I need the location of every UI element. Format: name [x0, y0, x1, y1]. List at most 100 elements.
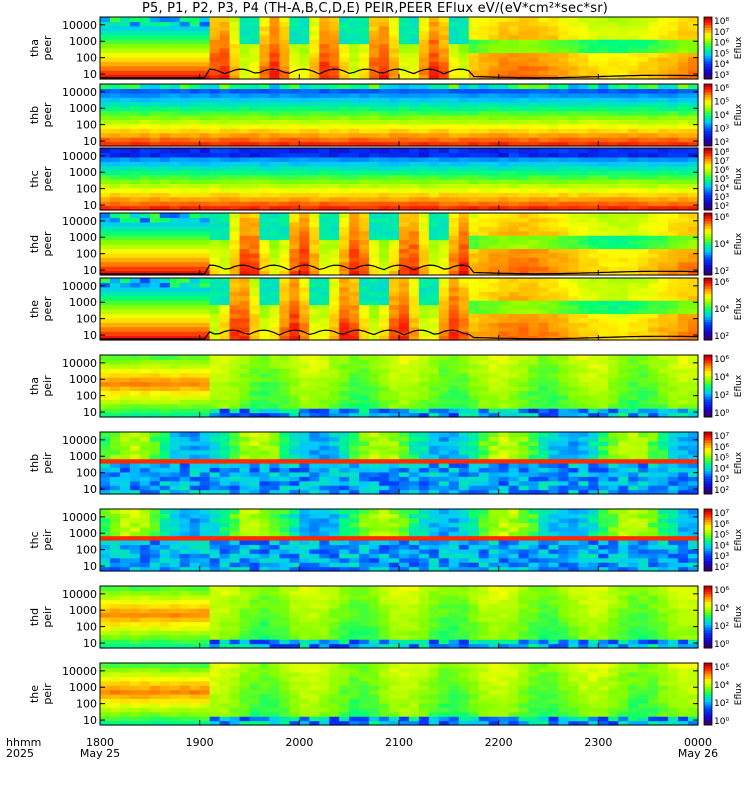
heatmap-cell: [359, 196, 370, 202]
heatmap-cell: [488, 205, 500, 211]
colorbar-segment: [704, 332, 712, 336]
heatmap-cell: [159, 119, 171, 125]
heatmap-cell: [558, 52, 570, 58]
heatmap-cell: [428, 266, 440, 272]
heatmap-cell: [189, 331, 201, 337]
heatmap-cell: [458, 156, 470, 162]
heatmap-cell: [648, 313, 659, 319]
heatmap-cell: [359, 17, 370, 23]
heatmap-cell: [498, 25, 510, 31]
heatmap-cell: [259, 226, 271, 232]
heatmap-cell: [219, 235, 231, 241]
heatmap-cell: [149, 381, 161, 387]
heatmap-cell: [189, 363, 201, 369]
heatmap-cell: [628, 165, 639, 171]
heatmap-cell: [359, 52, 370, 58]
heatmap-cell: [618, 170, 629, 176]
heatmap-cell: [538, 304, 550, 310]
heatmap-cell: [319, 61, 330, 67]
heatmap-cell: [369, 137, 380, 143]
heatmap-cell: [568, 326, 579, 332]
heatmap-cell: [249, 74, 261, 80]
heatmap-cell: [458, 132, 470, 138]
heatmap-cell: [199, 201, 211, 207]
heatmap-cell: [139, 244, 151, 250]
heatmap-cell: [438, 101, 450, 107]
heatmap-cell: [408, 300, 420, 306]
heatmap-cell: [169, 132, 181, 138]
heatmap-cell: [359, 110, 370, 116]
heatmap-cell: [428, 148, 440, 154]
heatmap-cell: [688, 84, 699, 90]
heatmap-cell: [399, 34, 410, 40]
heatmap-cell: [219, 56, 231, 62]
heatmap-cell: [389, 30, 400, 36]
heatmap-cell: [528, 179, 540, 185]
heatmap-cell: [478, 156, 490, 162]
heatmap-cell: [259, 252, 271, 258]
heatmap-cell: [638, 152, 649, 158]
heatmap-cell: [229, 161, 241, 167]
heatmap-cell: [309, 355, 320, 361]
heatmap-cell: [109, 137, 121, 143]
heatmap-cell: [458, 261, 470, 267]
heatmap-cell: [548, 217, 560, 223]
colorbar-tick-label: 10⁶: [714, 39, 729, 49]
heatmap-cell: [688, 331, 699, 337]
heatmap-cell: [179, 403, 191, 409]
heatmap-cell: [299, 244, 310, 250]
heatmap-cell: [139, 355, 151, 361]
heatmap-cell: [169, 261, 181, 267]
heatmap-cell: [229, 300, 241, 306]
heatmap-cell: [608, 48, 619, 54]
heatmap-cell: [468, 161, 480, 167]
heatmap-cell: [189, 266, 201, 272]
heatmap-cell: [658, 226, 669, 232]
heatmap-cell: [369, 123, 380, 129]
heatmap-cell: [189, 257, 201, 263]
heatmap-cell: [528, 17, 540, 23]
heatmap-cell: [418, 313, 430, 319]
heatmap-cell: [588, 84, 599, 90]
heatmap-cell: [458, 248, 470, 254]
heatmap-cell: [598, 132, 609, 138]
heatmap-cell: [319, 165, 330, 171]
heatmap-cell: [548, 300, 560, 306]
heatmap-cell: [319, 179, 330, 185]
heatmap-cell: [488, 226, 500, 232]
heatmap-cell: [638, 106, 649, 112]
heatmap-cell: [668, 115, 679, 121]
heatmap-cell: [329, 368, 340, 374]
heatmap-cell: [209, 278, 221, 284]
heatmap-cell: [100, 52, 111, 58]
heatmap-cell: [399, 148, 410, 154]
heatmap-cell: [399, 39, 410, 45]
heatmap-cell: [598, 43, 609, 49]
heatmap-cell: [638, 326, 649, 332]
heatmap-cell: [259, 205, 271, 211]
heatmap-cell: [498, 17, 510, 23]
heatmap-cell: [349, 179, 360, 185]
heatmap-cell: [249, 278, 261, 284]
heatmap-cell: [598, 309, 609, 315]
heatmap-cell: [369, 119, 380, 125]
heatmap-cell: [488, 230, 500, 236]
heatmap-cell: [379, 187, 390, 193]
heatmap-cell: [389, 137, 400, 143]
heatmap-cell: [608, 148, 619, 154]
heatmap-cell: [179, 355, 191, 361]
heatmap-cell: [239, 74, 251, 80]
heatmap-cell: [488, 170, 500, 176]
heatmap-cell: [229, 201, 241, 207]
heatmap-cell: [399, 179, 410, 185]
heatmap-cell: [219, 252, 231, 258]
heatmap-cell: [249, 213, 261, 219]
heatmap-cell: [678, 257, 689, 263]
heatmap-cell: [598, 257, 609, 263]
heatmap-cell: [678, 39, 689, 45]
heatmap-cell: [478, 101, 490, 107]
heatmap-cell: [458, 179, 470, 185]
heatmap-cell: [309, 123, 320, 129]
heatmap-cell: [528, 326, 540, 332]
heatmap-cell: [359, 291, 370, 297]
